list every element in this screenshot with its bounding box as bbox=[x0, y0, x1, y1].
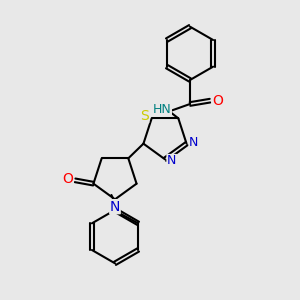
Text: N: N bbox=[167, 154, 176, 167]
Text: S: S bbox=[140, 109, 149, 123]
Text: HN: HN bbox=[153, 103, 171, 116]
Text: N: N bbox=[189, 136, 199, 148]
Text: O: O bbox=[62, 172, 73, 186]
Text: N: N bbox=[110, 200, 120, 214]
Text: O: O bbox=[212, 94, 223, 108]
